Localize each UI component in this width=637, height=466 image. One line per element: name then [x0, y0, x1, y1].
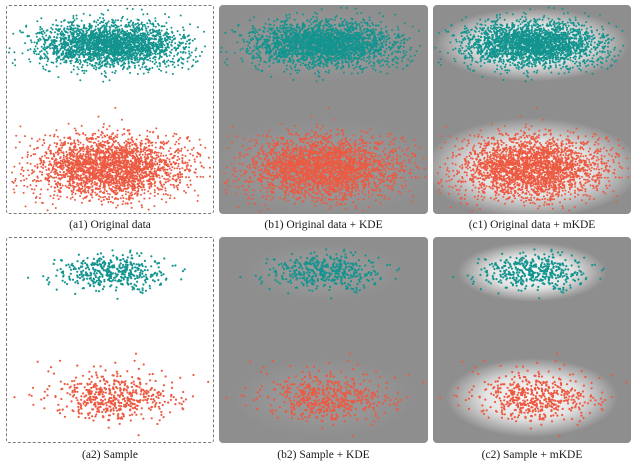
- scatter-plot: [13, 249, 210, 437]
- red-cluster: [223, 106, 426, 213]
- caption-c1: (c1) Original data + mKDE: [468, 219, 596, 231]
- caption-a2: (a2) Sample: [82, 449, 138, 461]
- caption-a1: (a1) Original data: [69, 219, 151, 231]
- red-cluster: [11, 106, 211, 212]
- teal-cluster: [239, 248, 401, 300]
- teal-cluster: [27, 249, 186, 300]
- teal-cluster: [8, 7, 206, 83]
- teal-cluster: [220, 6, 421, 83]
- panel-original-data: [6, 5, 214, 214]
- scatter-plot: [439, 242, 628, 438]
- caption-c2: (c2) Sample + mKDE: [481, 449, 583, 461]
- panel-sample-kde: [219, 237, 428, 443]
- panel-original-data-kde: [219, 5, 428, 214]
- scatter-plot: [8, 7, 211, 212]
- panel-sample: [6, 237, 214, 443]
- scatter-plot: [219, 6, 428, 214]
- scatter-plot: [225, 242, 425, 438]
- panel-sample-mkde: [433, 237, 631, 443]
- red-cluster: [225, 352, 425, 438]
- scatter-plot: [433, 6, 631, 214]
- teal-cluster: [452, 248, 605, 300]
- red-cluster: [13, 352, 210, 437]
- caption-b1: (b1) Original data + KDE: [264, 219, 383, 231]
- red-cluster: [439, 352, 628, 438]
- panel-original-data-mkde: [433, 5, 631, 214]
- red-cluster: [436, 106, 629, 213]
- teal-cluster: [434, 6, 625, 83]
- caption-b2: (b2) Sample + KDE: [277, 449, 370, 461]
